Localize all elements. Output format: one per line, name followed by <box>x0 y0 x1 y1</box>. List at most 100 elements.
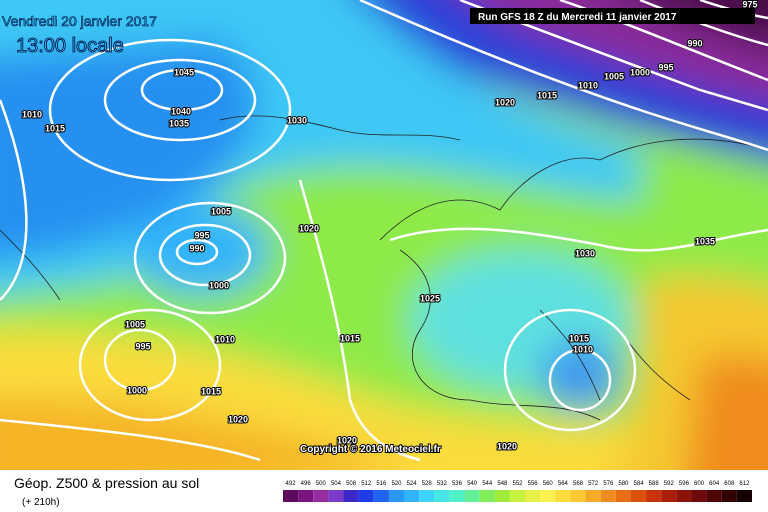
scale-cell <box>298 490 314 502</box>
scale-label: 556 <box>528 481 539 487</box>
scale-label: 560 <box>543 481 554 487</box>
scale-cell <box>585 490 601 502</box>
scale-label: 504 <box>331 481 342 487</box>
isobar-label: 1020 <box>299 223 319 233</box>
isobar-label: 1000 <box>630 67 650 77</box>
time-text: 13:00 locale <box>16 35 124 57</box>
scale-cell <box>630 490 647 502</box>
isobar-label: 1030 <box>287 115 307 125</box>
copyright: Copyright © 2016 Meteociel.fr <box>300 444 441 455</box>
isobars <box>0 0 768 460</box>
scale-cell <box>540 490 556 502</box>
isobar-label: 1010 <box>215 334 235 344</box>
color-scale: 492 496 500 504 508 512 516 520 524 528 532 536 540 5… <box>283 481 752 502</box>
scale-cell <box>555 490 571 502</box>
scale-label: 568 <box>573 481 584 487</box>
scale-label: 584 <box>634 481 645 487</box>
isobar-label: 1015 <box>537 90 557 100</box>
isobar-label: 1045 <box>174 67 194 77</box>
scale-label: 520 <box>391 481 402 487</box>
scale-cell <box>419 490 435 502</box>
scale-cell <box>676 490 692 502</box>
scale-cell <box>706 490 722 502</box>
scale-cell <box>721 490 737 502</box>
scale-label: 508 <box>346 481 357 487</box>
scale-label: 492 <box>286 481 297 487</box>
isobar-label: 1035 <box>695 236 715 246</box>
scale-label: 528 <box>422 481 433 487</box>
scale-label: 552 <box>512 481 523 487</box>
scale-cell <box>691 490 707 502</box>
isobar-label: 1010 <box>578 80 598 90</box>
isobar-label: 995 <box>658 62 673 72</box>
scale-label: 496 <box>301 481 312 487</box>
scale-label: 500 <box>316 481 327 487</box>
isobar-label: 1020 <box>497 441 517 451</box>
isobar-labels: 9759909951000100510101015102010451040103… <box>21 0 759 452</box>
scale-label: 544 <box>482 481 493 487</box>
scale-label: 536 <box>452 481 463 487</box>
isobar-label: 995 <box>194 230 209 240</box>
scale-label: 512 <box>361 481 372 487</box>
isobar-label: 1000 <box>209 280 229 290</box>
scale-label: 572 <box>588 481 599 487</box>
isobar-label: 1005 <box>211 206 231 216</box>
isobar-label: 990 <box>189 243 204 253</box>
scale-cell <box>736 490 752 502</box>
scale-label: 600 <box>694 481 705 487</box>
scale-cell <box>283 490 299 502</box>
scale-label: 576 <box>603 481 614 487</box>
scale-cell <box>343 490 359 502</box>
isobar-label: 975 <box>742 0 757 9</box>
isobar-label: 1035 <box>169 118 189 128</box>
scale-cell <box>661 490 677 502</box>
isobar-label: 1010 <box>22 109 42 119</box>
scale-cell <box>525 490 541 502</box>
scale-cell <box>646 490 662 502</box>
footer-title: Géop. Z500 & pression au sol <box>14 475 199 491</box>
isobar-label: 1000 <box>127 385 147 395</box>
scale-cell <box>600 490 616 502</box>
isobar-label: 1010 <box>573 344 593 354</box>
scale-cell <box>570 490 586 502</box>
scale-cell <box>404 490 420 502</box>
scale-cell <box>509 490 526 502</box>
run-box <box>470 8 755 24</box>
isobar-label: 1015 <box>201 386 221 396</box>
isobar-label: 1015 <box>340 333 360 343</box>
scale-cell <box>615 490 631 502</box>
scale-cell <box>328 490 344 502</box>
scale-label: 580 <box>618 481 629 487</box>
scale-cell <box>494 490 510 502</box>
isobar-label: 995 <box>135 341 150 351</box>
scale-cell <box>464 490 480 502</box>
isobar-label: 1030 <box>575 248 595 258</box>
scale-label: 516 <box>376 481 387 487</box>
isobar-label: 1020 <box>228 414 248 424</box>
isobar-label: 1020 <box>337 435 357 445</box>
scale-label: 532 <box>437 481 448 487</box>
isobar-label: 1005 <box>125 319 145 329</box>
scale-cell <box>479 490 495 502</box>
scale-label: 524 <box>407 481 418 487</box>
scale-cell <box>313 490 329 502</box>
isobar-label: 1015 <box>569 333 589 343</box>
isobar-label: 1015 <box>45 123 65 133</box>
scale-label: 540 <box>467 481 478 487</box>
date-text: Vendredi 20 janvier 2017 <box>2 13 157 29</box>
scale-label: 596 <box>679 481 690 487</box>
scale-label: 564 <box>558 481 569 487</box>
isobar-label: 1020 <box>495 97 515 107</box>
scale-label: 588 <box>649 481 660 487</box>
isobar-label: 990 <box>687 38 702 48</box>
isobar-label: 1040 <box>171 106 191 116</box>
scale-label: 592 <box>664 481 675 487</box>
scale-cell <box>434 490 450 502</box>
footer-lead: (+ 210h) <box>22 497 60 508</box>
scale-label: 608 <box>724 481 735 487</box>
run-text: Run GFS 18 Z du Mercredi 11 janvier 2017 <box>478 12 677 23</box>
isobar-label: 1005 <box>604 71 624 81</box>
scale-cell <box>358 490 374 502</box>
